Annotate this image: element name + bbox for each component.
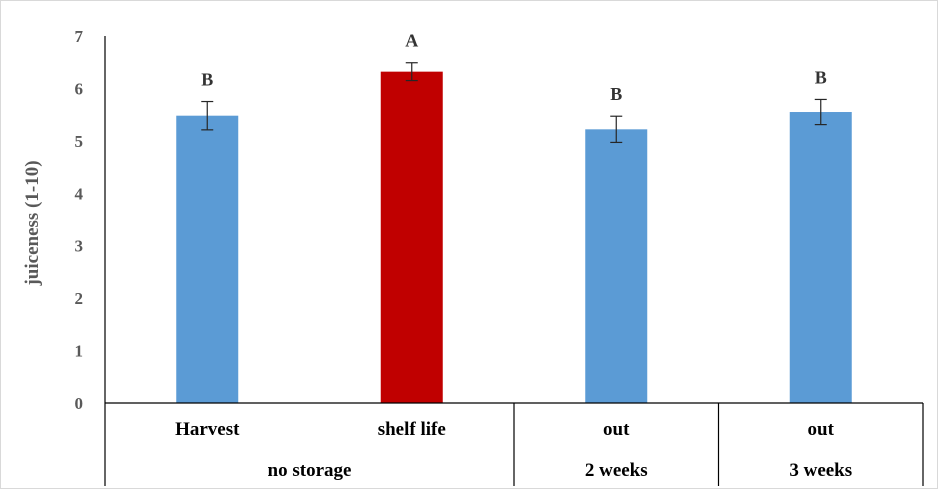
category-label: out [808, 419, 835, 440]
bar [380, 71, 443, 403]
y-tick-label: 6 [75, 79, 84, 98]
y-tick-label: 1 [75, 342, 84, 361]
bar [789, 112, 852, 404]
bars: B A B B [176, 31, 852, 404]
group-label: no storage [268, 460, 352, 481]
y-axis-ticks: 0 1 2 3 4 5 6 7 [75, 27, 84, 413]
category-labels: Harvest shelf life out out no storage 2 weeks… [175, 419, 852, 481]
significance-label: A [405, 31, 418, 51]
category-label: shelf life [378, 419, 446, 440]
axes [104, 36, 924, 486]
significance-label: B [201, 70, 213, 90]
bar [176, 115, 239, 403]
y-tick-label: 7 [75, 27, 84, 46]
group-label: 2 weeks [585, 460, 648, 481]
y-tick-label: 2 [75, 289, 84, 308]
group-label: 3 weeks [789, 460, 852, 481]
y-tick-label: 0 [75, 394, 84, 413]
y-tick-label: 5 [75, 132, 84, 151]
y-tick-label: 3 [75, 237, 84, 256]
y-axis-title: juiceness (1-10) [22, 160, 43, 286]
bar [585, 129, 648, 403]
significance-label: B [815, 67, 827, 87]
category-label: out [603, 419, 630, 440]
significance-label: B [610, 84, 622, 104]
category-label: Harvest [175, 419, 240, 440]
y-tick-label: 4 [75, 184, 84, 203]
